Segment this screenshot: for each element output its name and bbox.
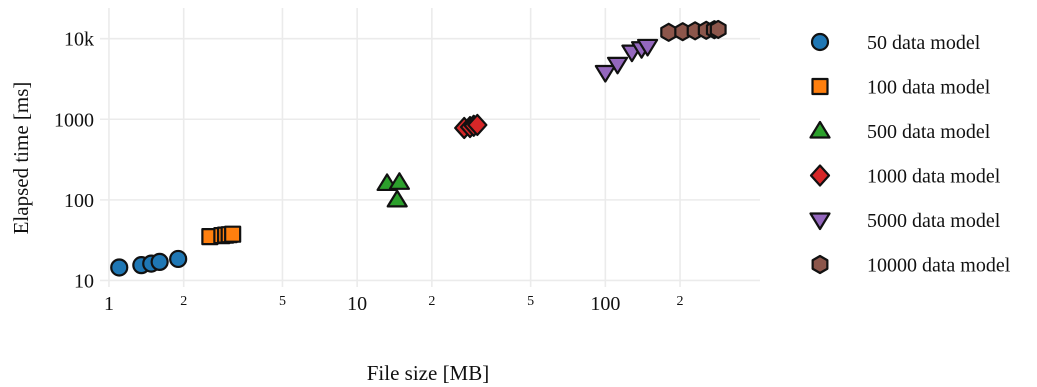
x-minor-tick-label: 2: [428, 294, 435, 309]
legend-label: 50 data model: [867, 32, 981, 54]
legend-label: 10000 data model: [867, 255, 1011, 277]
data-point: [110, 258, 129, 277]
series-5000-data-model: [594, 38, 659, 83]
x-minor-tick-label: 2: [677, 294, 684, 309]
legend-marker-icon: [809, 164, 831, 187]
data-point: [636, 38, 659, 57]
legend: 50 data model 100 data model 500 data mode…: [809, 32, 1011, 277]
y-tick-label: 10: [74, 270, 94, 292]
data-point: [467, 113, 488, 137]
data-point: [606, 56, 629, 75]
legend-marker-icon: [810, 32, 830, 52]
y-tick-label: 100: [64, 190, 94, 212]
data-point: [169, 249, 188, 269]
data-point: [150, 252, 169, 272]
x-tick-label: 10: [347, 293, 367, 315]
x-tick-label: 1: [104, 293, 114, 315]
y-tick-label: 10k: [64, 29, 94, 51]
legend-marker-icon: [809, 120, 831, 139]
legend-item: 500 data model: [809, 120, 991, 143]
legend-marker-icon: [811, 77, 829, 96]
grid: [100, 8, 760, 287]
y-tick-label: 1000: [54, 109, 94, 131]
x-minor-tick-label: 2: [180, 294, 187, 309]
x-tick-label: 100: [590, 293, 620, 315]
series-50-data-model: [110, 249, 188, 277]
legend-item: 5000 data model: [809, 210, 1001, 232]
y-axis-ticks: 10 100 1000 10k: [54, 29, 94, 293]
series-10000-data-model: [660, 19, 727, 42]
data-points: [110, 19, 727, 277]
legend-label: 1000 data model: [867, 166, 1001, 188]
series-1000-data-model: [454, 113, 488, 140]
legend-label: 500 data model: [867, 121, 991, 143]
series-500-data-model: [376, 172, 411, 208]
data-point: [224, 225, 242, 243]
y-axis-title: Elapsed time [ms]: [9, 82, 33, 235]
legend-item: 100 data model: [811, 77, 991, 99]
x-minor-tick-label: 5: [527, 294, 534, 309]
data-point: [388, 172, 411, 190]
x-axis-ticks: 1 10 100 2 5 2 5 2: [104, 293, 684, 315]
data-point: [660, 22, 678, 42]
data-point: [594, 64, 616, 83]
data-point: [709, 19, 727, 40]
legend-marker-icon: [811, 254, 829, 275]
series-100-data-model: [201, 225, 242, 246]
legend-label: 100 data model: [867, 77, 991, 99]
legend-item: 10000 data model: [811, 254, 1011, 277]
x-minor-tick-label: 5: [279, 294, 286, 309]
data-point: [386, 189, 408, 208]
legend-item: 50 data model: [810, 32, 981, 54]
legend-item: 1000 data model: [809, 164, 1001, 188]
legend-marker-icon: [809, 212, 831, 231]
x-axis-title: File size [MB]: [367, 361, 489, 385]
legend-label: 5000 data model: [867, 210, 1001, 232]
